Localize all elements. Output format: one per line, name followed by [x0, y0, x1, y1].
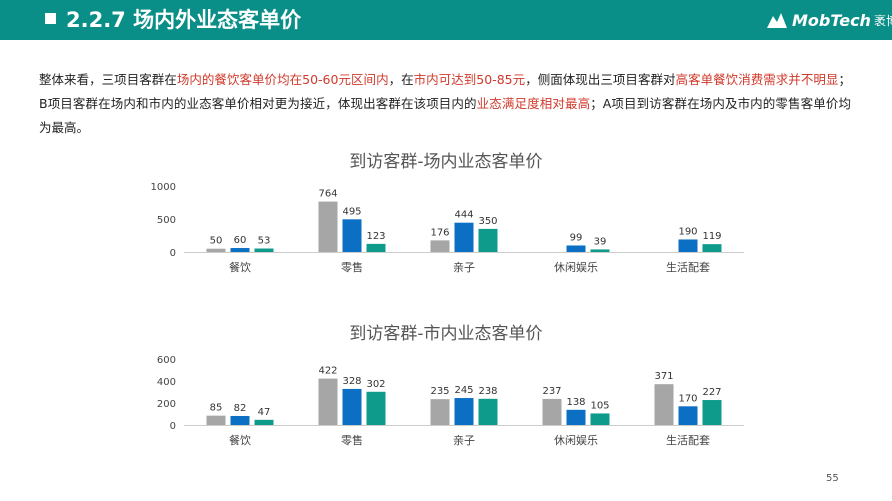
data-label: 371 [654, 371, 673, 382]
paragraph-text: ，在 [388, 72, 414, 87]
category-label: 生活配套 [666, 433, 710, 447]
bar [542, 398, 562, 425]
data-label: 47 [258, 407, 271, 418]
bar [366, 243, 386, 252]
category-label: 休闲娱乐 [554, 260, 598, 274]
data-label: 764 [318, 189, 337, 200]
category-label: 亲子 [453, 433, 475, 447]
bar [230, 248, 250, 252]
category-label: 餐饮 [229, 260, 251, 274]
data-label: 60 [234, 235, 247, 246]
bar [366, 391, 386, 425]
data-label: 190 [678, 226, 697, 237]
category-label: 休闲娱乐 [554, 433, 598, 447]
bar [206, 415, 226, 425]
y-tick-label: 600 [157, 355, 176, 366]
data-label: 328 [342, 376, 361, 387]
bar [230, 415, 250, 425]
category-label: 生活配套 [666, 260, 710, 274]
bar [566, 245, 586, 252]
chart-1-title: 到访客群-场内业态客单价 [349, 152, 543, 172]
data-label: 123 [366, 231, 385, 242]
chart-1-bar-chart: 0 500 1000 50 60 53 餐饮 764 495 123 零售 176 444 350 亲子 99… [151, 182, 744, 274]
data-label: 99 [570, 232, 583, 243]
bar [318, 378, 338, 425]
data-label: 235 [430, 386, 449, 397]
category-label: 餐饮 [229, 433, 251, 447]
bar [590, 249, 610, 252]
logo-chinese-text: 袤博 [873, 13, 892, 28]
y-tick-label: 0 [170, 248, 176, 259]
data-label: 245 [454, 385, 473, 396]
data-label: 444 [454, 210, 473, 221]
bar [678, 239, 698, 252]
data-label: 176 [430, 227, 449, 238]
bar [678, 406, 698, 425]
y-tick-label: 0 [170, 421, 176, 432]
bar [478, 228, 498, 252]
data-label: 238 [478, 386, 497, 397]
data-label: 53 [258, 236, 271, 247]
paragraph-text: ；B项目客群在场内和市内的业态客单价相对更为接近，体现出客群在该项目内的 [39, 72, 851, 111]
page-number: 55 [826, 473, 839, 484]
y-tick-label: 400 [157, 377, 176, 388]
data-label: 495 [342, 206, 361, 217]
bar [654, 384, 674, 425]
category-label: 零售 [341, 260, 363, 274]
data-label: 105 [590, 400, 609, 411]
y-tick-label: 1000 [151, 182, 176, 193]
data-label: 170 [678, 393, 697, 404]
bar [206, 248, 226, 252]
category-label: 亲子 [453, 260, 475, 274]
bar [702, 244, 722, 252]
header-bar: 2.2.7 场内外业态客单价 MobTech 袤博 [0, 0, 892, 40]
y-tick-label: 200 [157, 399, 176, 410]
data-label: 350 [478, 216, 497, 227]
data-label: 85 [210, 403, 223, 414]
paragraph-text: 整体来看，三项目客群在 [39, 72, 177, 87]
title-bullet-icon [45, 13, 56, 24]
bar [254, 419, 274, 425]
category-label: 零售 [341, 433, 363, 447]
highlighted-text: 业态满足度相对最高 [476, 96, 591, 111]
logo-icon [767, 13, 787, 28]
data-label: 302 [366, 379, 385, 390]
data-label: 227 [702, 387, 721, 398]
bar [254, 248, 274, 252]
chart-2-title: 到访客群-市内业态客单价 [349, 324, 543, 344]
data-label: 422 [318, 366, 337, 377]
summary-paragraph: 整体来看，三项目客群在场内的餐饮客单价均在50-60元区间内，在市内可达到50-… [39, 68, 851, 140]
bar [430, 399, 450, 425]
bar [342, 219, 362, 252]
highlighted-text: 市内可达到50-85元 [413, 72, 526, 87]
bar [590, 413, 610, 425]
data-label: 237 [542, 386, 561, 397]
bar [342, 388, 362, 425]
highlighted-text: 高客单餐饮消费需求并不明显 [675, 72, 839, 87]
paragraph-text: ，侧面体现出三项目客群对 [525, 72, 676, 87]
bar [454, 222, 474, 252]
data-label: 50 [210, 236, 223, 247]
data-label: 39 [594, 236, 607, 247]
paragraph-text: ；A项目到访客群在场内及市内的零售客单价均为最高。 [39, 96, 852, 135]
page-title: 2.2.7 场内外业态客单价 [66, 8, 302, 32]
bar [566, 409, 586, 425]
bar [454, 398, 474, 425]
bar [430, 240, 450, 252]
data-label: 119 [702, 231, 721, 242]
bar [318, 201, 338, 252]
bar [478, 398, 498, 425]
chart-2-bar-chart: 0 200 400 600 85 82 47 餐饮 422 328 302 零售 235 245 238 亲子… [157, 355, 744, 447]
data-label: 138 [566, 397, 585, 408]
data-label: 82 [234, 403, 247, 414]
logo-text: MobTech [792, 10, 871, 30]
y-tick-label: 500 [157, 215, 176, 226]
highlighted-text: 场内的餐饮客单价均在50-60元区间内 [176, 72, 389, 87]
mobtech-logo: MobTech 袤博 [766, 9, 892, 31]
bar [702, 400, 722, 425]
